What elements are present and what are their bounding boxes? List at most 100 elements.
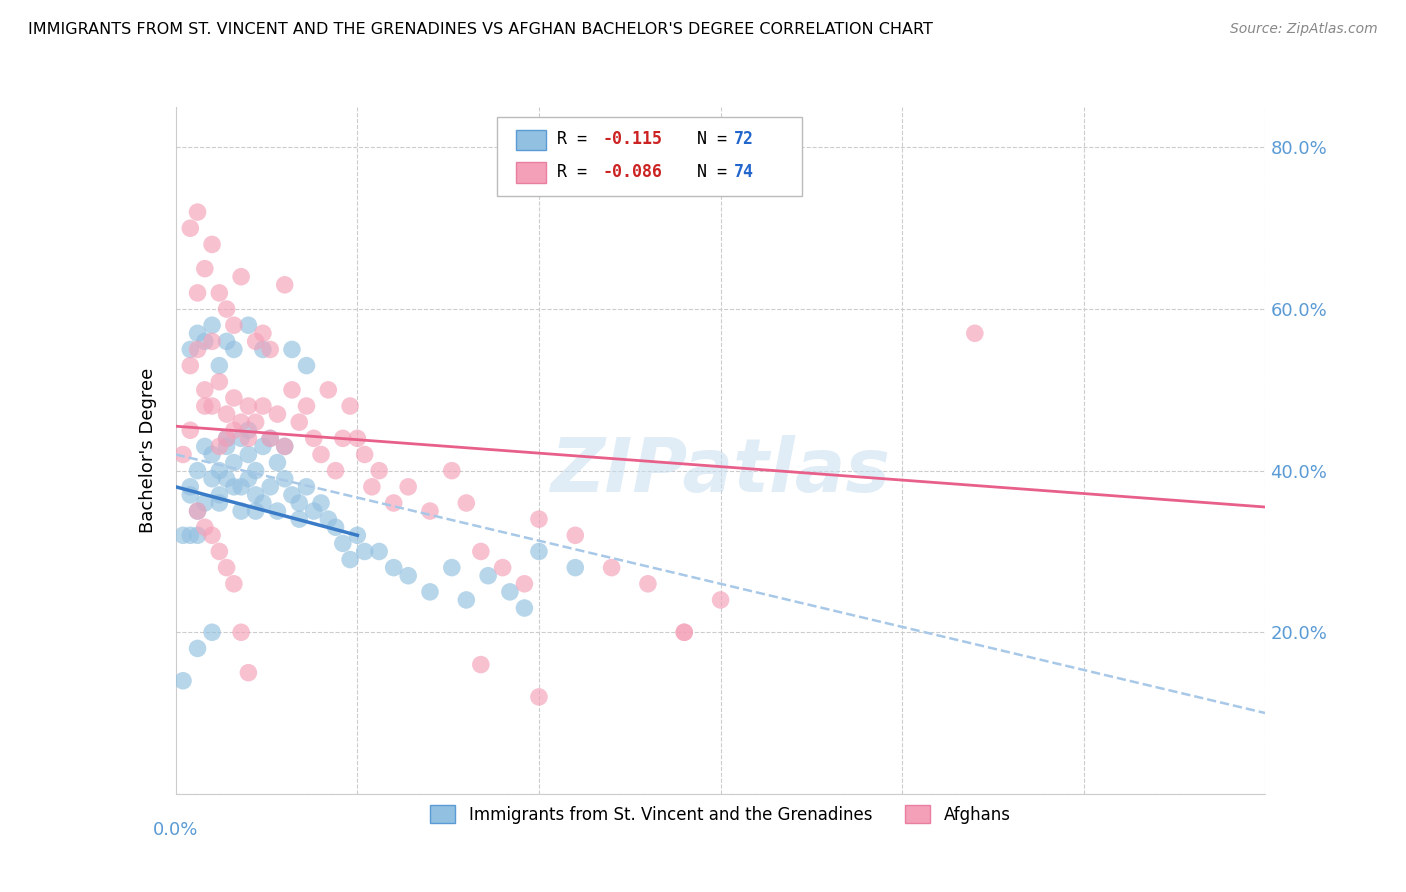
Text: R =: R = [557,130,598,148]
FancyBboxPatch shape [498,118,803,196]
Point [470,657,492,672]
Point [215,301,238,316]
Point [470,544,492,558]
Point [201,472,224,486]
Point [259,343,281,357]
Point [274,439,297,453]
Point [179,528,201,542]
Point [440,464,463,478]
Point [419,585,441,599]
Point [179,423,201,437]
Point [179,480,201,494]
Point [527,512,550,526]
Text: 0.0%: 0.0% [153,822,198,839]
Point [238,423,260,437]
Point [201,399,224,413]
Point [456,496,478,510]
Point [396,568,419,582]
Point [288,496,311,510]
Point [309,448,332,462]
Point [215,407,238,421]
Point [499,585,522,599]
Point [673,625,696,640]
Point [673,625,696,640]
Point [194,261,217,276]
Point [259,431,281,445]
Point [527,544,550,558]
Point [332,431,354,445]
Point [259,431,281,445]
Point [201,528,224,542]
Point [281,343,304,357]
Point [309,496,332,510]
Point [222,576,245,591]
Point [231,431,253,445]
Point [492,560,515,574]
Point [201,448,224,462]
Point [245,334,267,349]
Point [179,343,201,357]
Point [266,504,288,518]
Point [295,359,318,373]
Point [710,593,733,607]
Point [266,456,288,470]
Point [456,593,478,607]
Point [252,326,274,341]
Point [339,399,361,413]
Point [222,343,245,357]
Point [215,431,238,445]
Point [318,383,340,397]
Point [179,359,201,373]
Text: R =: R = [557,163,598,181]
Bar [516,162,547,183]
Point [231,480,253,494]
Point [238,399,260,413]
Point [222,318,245,333]
Point [245,504,267,518]
Point [637,576,659,591]
Point [238,448,260,462]
Point [513,576,536,591]
Point [186,641,209,656]
Point [208,488,231,502]
Point [274,472,297,486]
Point [186,528,209,542]
Point [194,334,217,349]
Point [194,399,217,413]
Text: 72: 72 [734,130,754,148]
Point [252,399,274,413]
Point [186,285,209,300]
Point [179,488,201,502]
Point [194,496,217,510]
Point [274,277,297,292]
Point [215,431,238,445]
Point [215,472,238,486]
Point [186,504,209,518]
Point [288,512,311,526]
Point [201,625,224,640]
Point [564,528,586,542]
Point [339,552,361,566]
Point [281,488,304,502]
Point [179,221,201,235]
Point [963,326,986,341]
Text: -0.115: -0.115 [603,130,662,148]
Point [231,269,253,284]
Point [346,528,368,542]
Point [186,343,209,357]
Point [194,383,217,397]
Point [231,415,253,429]
Point [332,536,354,550]
Point [325,520,347,534]
Point [194,520,217,534]
Point [208,544,231,558]
Point [238,665,260,680]
Point [245,415,267,429]
Point [295,480,318,494]
Point [201,318,224,333]
Point [201,237,224,252]
Text: N =: N = [678,163,737,181]
Point [215,560,238,574]
Point [208,285,231,300]
Point [564,560,586,574]
